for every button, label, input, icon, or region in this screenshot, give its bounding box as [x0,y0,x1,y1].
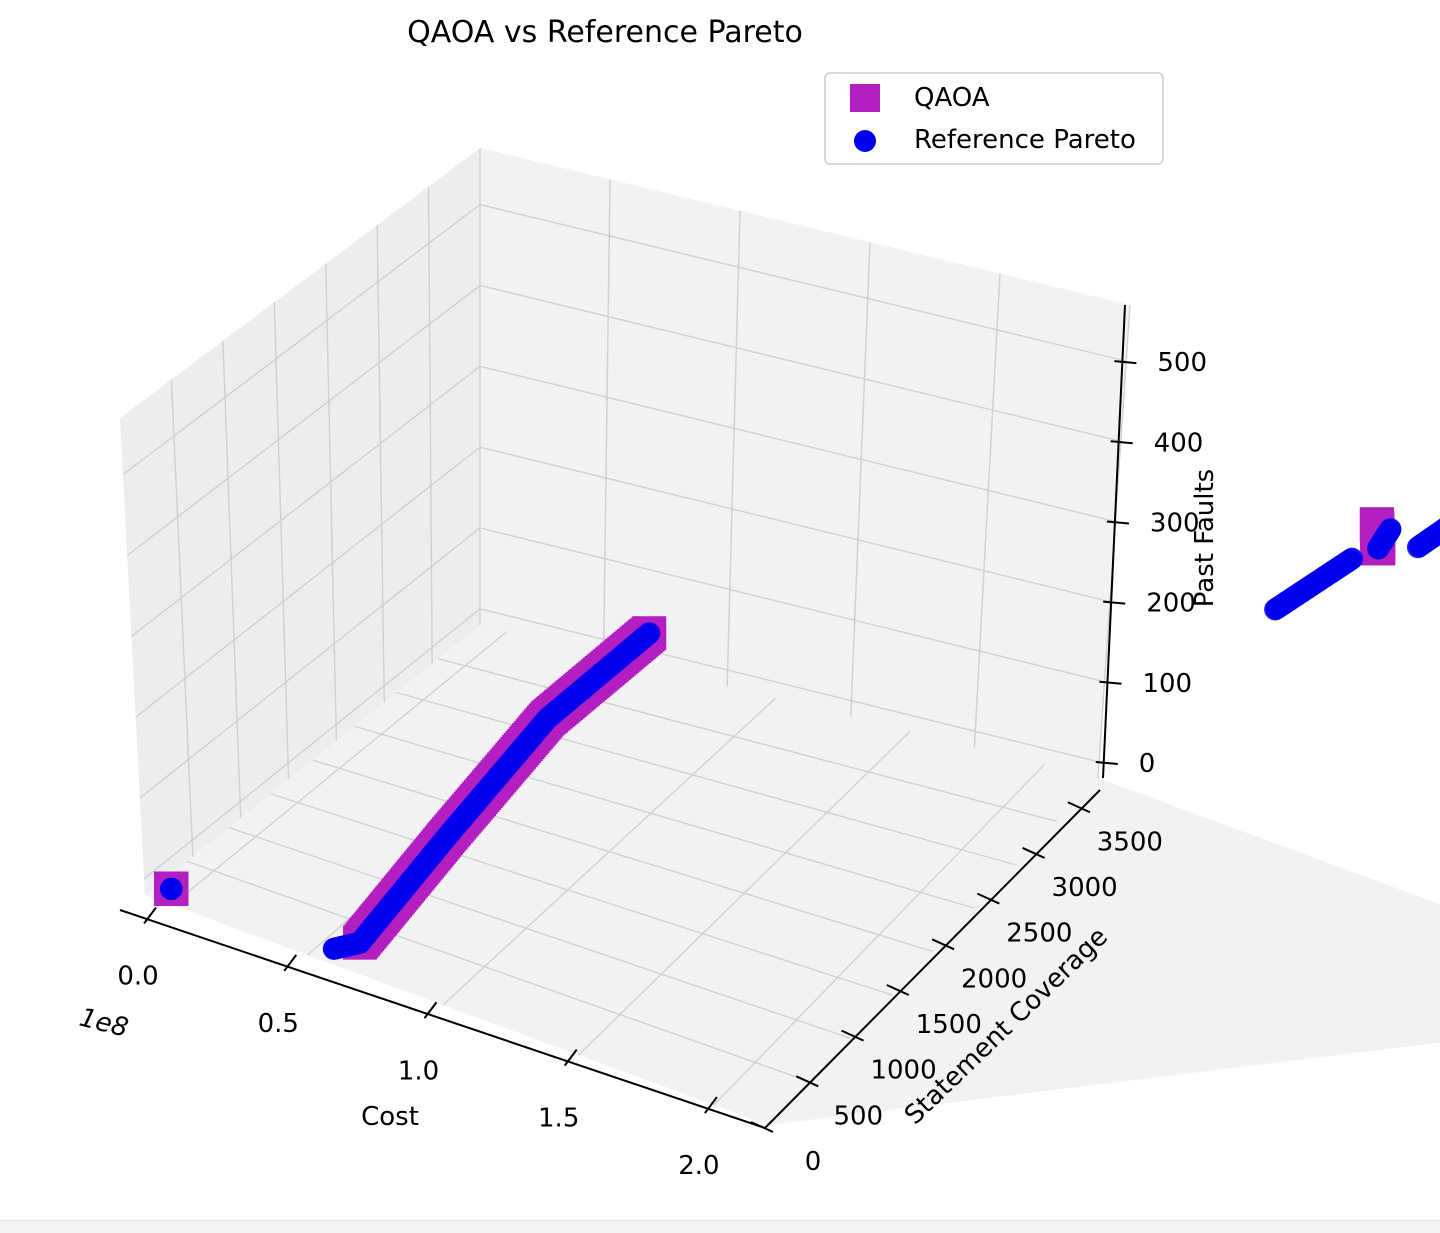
reference-circle-marker [1341,548,1363,570]
x-tick-label: 0.0 [117,961,158,991]
z-tick-label: 500 [1157,348,1207,378]
legend: QAOA Reference Pareto [825,73,1163,164]
legend-reference-label: Reference Pareto [914,125,1136,155]
y-tick-label: 0 [805,1147,822,1177]
y-tick-label: 1500 [916,1010,982,1040]
z-tick-label: 200 [1146,589,1196,619]
z-axis-label: Past Faults [1190,469,1220,607]
z-tick-label: 0 [1139,749,1156,779]
y-tick-label: 500 [833,1101,883,1131]
y-tick-label: 2000 [961,964,1027,994]
x-axis-label: Cost [361,1102,419,1132]
chart-title: QAOA vs Reference Pareto [407,15,803,50]
y-tick-label: 2500 [1006,919,1072,949]
legend-qaoa-square-marker [850,84,880,112]
reference-circle-marker [638,622,660,644]
y-tick-label: 3500 [1097,827,1163,857]
x-axis-offset-text: 1e8 [76,1003,131,1044]
z-tick-label: 400 [1154,428,1204,458]
reference-circle-marker [160,878,182,900]
y-tick-label: 3000 [1052,873,1118,903]
x-tick-label: 1.0 [398,1056,439,1086]
axes-panes [120,148,1440,1125]
x-tick-label: 2.0 [678,1151,719,1181]
legend-qaoa-label: QAOA [914,83,990,113]
z-tick-label: 100 [1142,669,1192,699]
x-tick-label: 0.5 [258,1009,299,1039]
legend-reference-circle-marker [854,130,876,152]
bottom-edge-bar [0,1220,1440,1233]
reference-circle-marker [1379,518,1401,540]
x-tick-label: 1.5 [538,1104,579,1134]
